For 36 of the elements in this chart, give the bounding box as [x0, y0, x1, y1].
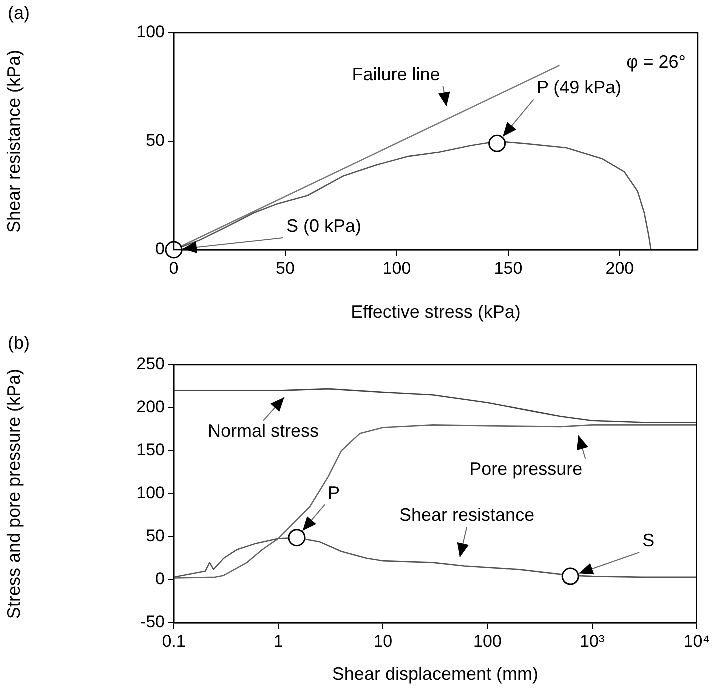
- annotation: Pore pressure: [470, 458, 583, 479]
- x-tick-label: 10⁴: [684, 632, 710, 651]
- annotation: S: [642, 530, 655, 551]
- y-tick-label: 200: [136, 398, 165, 417]
- annotation: Normal stress: [208, 420, 319, 441]
- annotation: Shear resistance: [399, 505, 535, 526]
- y-tick-label: 100: [136, 22, 165, 42]
- annotation: P: [328, 482, 340, 503]
- annotation: P (49 kPa): [536, 78, 622, 98]
- y-tick-label: 50: [146, 526, 165, 546]
- x-tick-label: 1: [274, 632, 284, 651]
- x-tick-label: 50: [276, 258, 295, 278]
- x-tick-label: 0: [169, 258, 179, 278]
- x-tick-label: 100: [474, 632, 502, 651]
- x-tick-label: 10³: [580, 632, 605, 651]
- y-tick-label: 50: [146, 131, 165, 150]
- y-tick-label: 0: [156, 570, 165, 589]
- x-tick-label: 150: [494, 258, 523, 278]
- x-axis-title: Shear displacement (mm): [332, 664, 538, 684]
- x-axis-title: Effective stress (kPa): [351, 302, 521, 322]
- annotation: S (0 kPa): [286, 216, 362, 236]
- x-tick-label: 200: [606, 258, 634, 278]
- annotation: φ = 26°: [626, 52, 686, 72]
- y-tick-label: 100: [136, 484, 165, 503]
- y-axis-title: Shear resistance (kPa): [4, 50, 24, 234]
- text: (a): [8, 2, 30, 23]
- y-tick-label: 250: [136, 354, 165, 374]
- y-tick-label: 150: [136, 440, 165, 460]
- x-tick-label: 100: [382, 258, 412, 278]
- y-axis-title: Stress and pore pressure (kPa): [4, 368, 24, 620]
- annotation: Failure line: [352, 64, 440, 84]
- x-tick-label: 0.1: [162, 632, 186, 651]
- text: (b): [8, 332, 30, 353]
- y-tick-label: -50: [140, 612, 165, 632]
- x-tick-label: 10: [374, 632, 393, 651]
- y-tick-label: 0: [156, 240, 165, 259]
